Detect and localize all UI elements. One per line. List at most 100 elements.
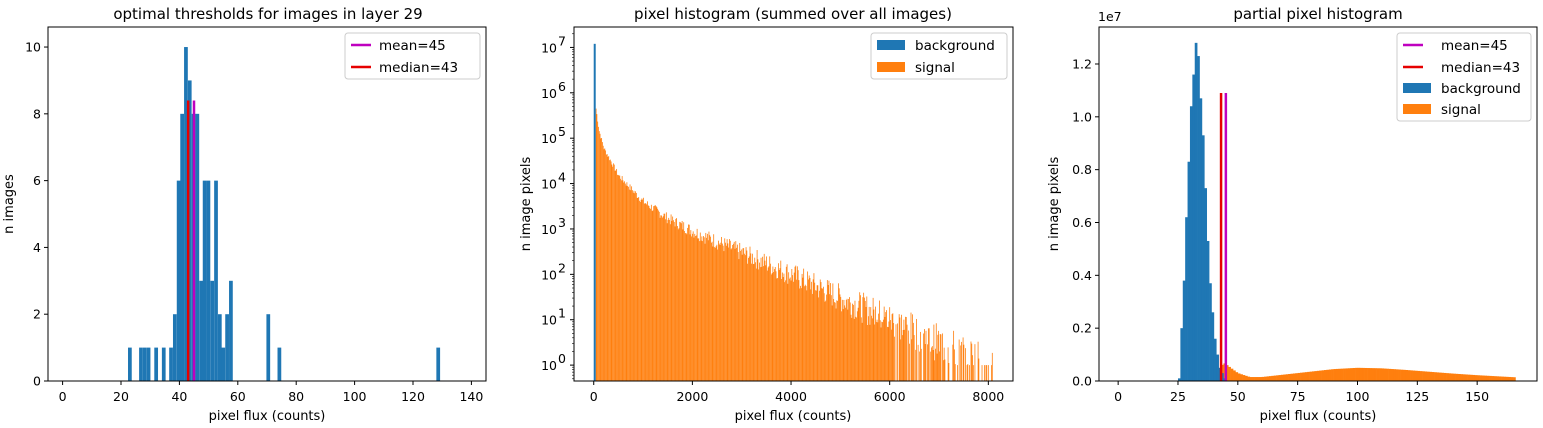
signal-bar xyxy=(752,264,754,381)
signal-bar xyxy=(967,364,969,381)
signal-bar xyxy=(669,224,671,381)
panel2-legend-signal-label: signal xyxy=(915,60,955,76)
signal-bar xyxy=(691,233,693,381)
background-bar xyxy=(1221,373,1224,381)
signal-bar xyxy=(944,359,946,381)
signal-bar xyxy=(729,239,730,381)
signal-bar xyxy=(730,249,732,381)
signal-bar xyxy=(874,324,876,381)
signal-bar xyxy=(816,285,818,381)
signal-bar xyxy=(1472,374,1476,381)
signal-bar xyxy=(695,235,696,381)
panel2-ytick-label: 10 xyxy=(541,313,557,328)
signal-bar xyxy=(755,262,756,381)
signal-bar xyxy=(761,266,763,381)
signal-bar xyxy=(912,322,914,381)
signal-bar xyxy=(631,186,633,381)
panel2-legend-background-swatch xyxy=(877,40,905,50)
signal-bar xyxy=(1412,370,1416,381)
signal-bar xyxy=(957,365,958,381)
signal-bar xyxy=(900,339,902,381)
signal-bar xyxy=(596,114,598,381)
panel2-ytick-label: 10 xyxy=(541,86,557,101)
signal-bar xyxy=(937,334,939,381)
signal-bar xyxy=(670,214,672,381)
signal-bar xyxy=(630,190,632,381)
signal-bar xyxy=(741,254,743,381)
signal-bar xyxy=(935,348,936,381)
signal-bar xyxy=(609,159,611,381)
panel2-title: pixel histogram (summed over all images) xyxy=(634,5,952,23)
signal-bar xyxy=(793,281,794,381)
signal-bar xyxy=(1362,367,1365,381)
signal-bar xyxy=(931,347,932,381)
signal-bar xyxy=(784,282,786,381)
panel1-legend: mean=45 median=43 xyxy=(344,32,481,80)
signal-bar xyxy=(813,273,815,381)
threshold-bar xyxy=(154,347,159,381)
signal-bar xyxy=(1446,373,1449,381)
panel1-xtick-label: 0 xyxy=(59,389,67,404)
signal-bar xyxy=(1479,375,1483,381)
signal-bar xyxy=(856,311,858,381)
signal-bar xyxy=(927,328,929,381)
signal-bar xyxy=(799,288,801,381)
signal-bar xyxy=(748,256,750,381)
signal-bar xyxy=(814,282,816,381)
background-bar xyxy=(1211,312,1215,381)
signal-bar xyxy=(1508,376,1511,381)
signal-bar xyxy=(1235,372,1239,381)
signal-bar xyxy=(632,192,634,381)
panel1-legend-mean-label: mean=45 xyxy=(379,38,446,54)
threshold-bar xyxy=(221,347,226,381)
panel3-title: partial pixel histogram xyxy=(1233,5,1402,23)
signal-bar xyxy=(788,272,790,381)
signal-bar xyxy=(658,210,659,381)
signal-bar xyxy=(1498,376,1502,381)
signal-bar xyxy=(902,329,904,381)
panel3-legend-median-label: median=43 xyxy=(1441,60,1520,76)
background-bar xyxy=(1192,74,1196,381)
threshold-bar xyxy=(172,314,177,381)
threshold-bar xyxy=(225,314,229,381)
signal-bar xyxy=(1278,375,1282,381)
signal-bar xyxy=(785,280,786,381)
signal-bar xyxy=(1228,366,1231,381)
signal-bar xyxy=(845,299,847,381)
signal-bar xyxy=(1264,376,1267,381)
signal-bar xyxy=(1300,372,1303,381)
signal-bar xyxy=(861,322,863,381)
signal-bar xyxy=(770,274,772,381)
signal-bar xyxy=(715,246,717,381)
signal-bar xyxy=(991,365,992,381)
signal-bar xyxy=(822,286,824,381)
signal-bar xyxy=(681,221,683,381)
signal-bar xyxy=(1316,370,1320,381)
panel1-ytick-label: 4 xyxy=(33,240,41,255)
signal-bar xyxy=(972,365,974,381)
signal-bar xyxy=(882,322,883,381)
threshold-bar xyxy=(169,347,173,381)
signal-bar xyxy=(778,269,780,381)
signal-bar xyxy=(639,200,640,381)
signal-bar xyxy=(1419,371,1423,381)
signal-bar xyxy=(824,301,826,381)
signal-bar xyxy=(598,131,600,381)
signal-bar xyxy=(642,199,644,381)
signal-bar xyxy=(1364,367,1368,381)
signal-bar xyxy=(1252,377,1255,381)
signal-bar xyxy=(766,270,768,381)
signal-bar xyxy=(718,240,719,381)
signal-bar xyxy=(836,300,838,381)
signal-bar xyxy=(812,279,814,381)
signal-bar xyxy=(771,273,773,381)
signal-bar xyxy=(829,294,831,381)
signal-bar xyxy=(643,203,645,381)
signal-bar xyxy=(1458,373,1461,381)
signal-bar xyxy=(703,237,705,381)
signal-bar xyxy=(796,266,798,381)
panel1-xtick-label: 20 xyxy=(113,389,129,404)
signal-bar xyxy=(1335,368,1339,381)
signal-bar xyxy=(962,337,964,381)
signal-bar xyxy=(629,184,631,381)
